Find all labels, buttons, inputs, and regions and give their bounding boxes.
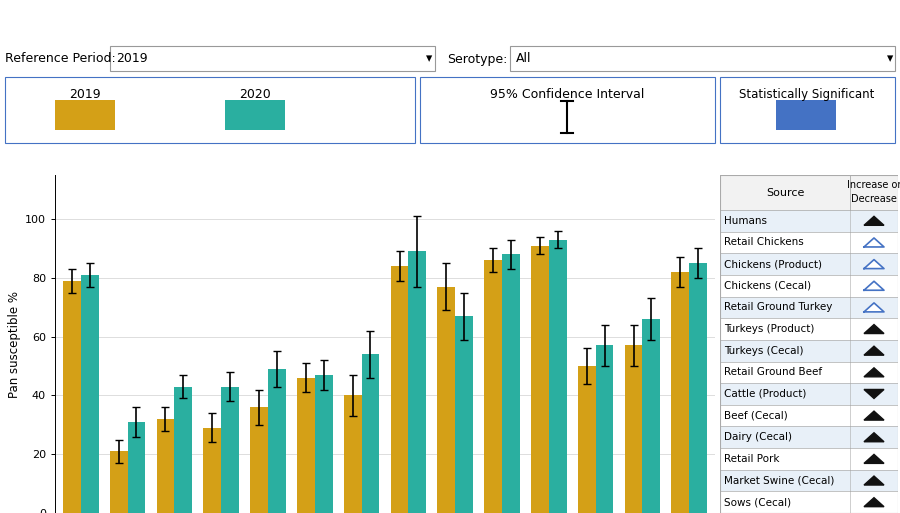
Polygon shape — [864, 411, 884, 420]
Bar — [110, 46, 435, 71]
Text: Retail Ground Turkey: Retail Ground Turkey — [724, 302, 832, 312]
Bar — [175, 387, 192, 513]
Bar — [531, 246, 549, 513]
Bar — [720, 77, 895, 143]
Polygon shape — [864, 325, 884, 333]
Bar — [720, 275, 898, 297]
Polygon shape — [864, 281, 884, 290]
Bar — [391, 266, 409, 513]
Text: Sows (Cecal): Sows (Cecal) — [724, 497, 791, 507]
Polygon shape — [864, 455, 884, 463]
Text: Retail Ground Beef: Retail Ground Beef — [724, 367, 822, 378]
Text: All: All — [516, 52, 532, 66]
Bar — [720, 253, 898, 275]
Text: Turkeys (Cecal): Turkeys (Cecal) — [724, 346, 804, 356]
Text: Humans: Humans — [724, 216, 767, 226]
Bar — [203, 428, 221, 513]
Bar — [225, 100, 285, 130]
Text: Serotype:: Serotype: — [447, 52, 508, 66]
Polygon shape — [864, 216, 884, 225]
Text: 2019: 2019 — [116, 52, 148, 66]
Bar — [549, 240, 567, 513]
Bar — [720, 383, 898, 405]
Polygon shape — [864, 368, 884, 377]
Bar — [362, 354, 380, 513]
Bar — [720, 340, 898, 362]
Bar — [297, 378, 315, 513]
Text: Increase or: Increase or — [847, 180, 900, 190]
Bar — [596, 345, 614, 513]
Bar — [720, 491, 898, 513]
Text: 2019: 2019 — [69, 88, 101, 101]
Text: Turkeys (Product): Turkeys (Product) — [724, 324, 814, 334]
Polygon shape — [864, 433, 884, 442]
Bar — [157, 419, 175, 513]
Bar — [437, 287, 455, 513]
Text: Chickens (Product): Chickens (Product) — [724, 259, 822, 269]
Polygon shape — [864, 476, 884, 485]
Bar — [689, 263, 707, 513]
Polygon shape — [864, 346, 884, 355]
Bar — [250, 407, 268, 513]
Bar — [221, 387, 239, 513]
Bar — [720, 426, 898, 448]
Bar — [720, 470, 898, 491]
Text: Retail Chickens: Retail Chickens — [724, 238, 804, 247]
Text: Dairy (Cecal): Dairy (Cecal) — [724, 432, 792, 442]
Polygon shape — [864, 498, 884, 507]
Text: Salmonella: Salmonella — [165, 11, 294, 31]
Bar — [643, 319, 661, 513]
Text: Statistically Significant: Statistically Significant — [739, 88, 875, 101]
Bar — [720, 232, 898, 253]
Text: 95% Confidence Interval: 95% Confidence Interval — [490, 88, 644, 101]
Text: Beef (Cecal): Beef (Cecal) — [724, 410, 788, 421]
Bar — [720, 362, 898, 383]
Text: Market Swine (Cecal): Market Swine (Cecal) — [724, 476, 834, 485]
Bar — [502, 254, 520, 513]
Bar — [720, 318, 898, 340]
Bar — [63, 281, 81, 513]
Bar — [110, 451, 128, 513]
Text: ▾: ▾ — [887, 52, 893, 66]
Bar — [81, 275, 98, 513]
Bar — [720, 448, 898, 470]
Bar — [315, 375, 333, 513]
Bar — [720, 405, 898, 426]
Bar — [344, 396, 362, 513]
Polygon shape — [864, 260, 884, 269]
Bar — [625, 345, 643, 513]
Bar — [720, 175, 898, 210]
Bar — [268, 369, 286, 513]
Polygon shape — [864, 303, 884, 312]
Bar — [455, 316, 473, 513]
Bar — [420, 77, 715, 143]
Bar — [776, 100, 836, 130]
Bar — [409, 251, 427, 513]
Text: Retail Pork: Retail Pork — [724, 454, 779, 464]
Text: Source: Source — [766, 187, 805, 198]
Text: 2020 Highlights-: 2020 Highlights- — [9, 11, 203, 31]
Text: Cattle (Product): Cattle (Product) — [724, 389, 806, 399]
Text: Chickens (Cecal): Chickens (Cecal) — [724, 281, 811, 291]
Bar — [510, 46, 895, 71]
Text: Decrease: Decrease — [851, 194, 897, 204]
Bar — [671, 272, 689, 513]
Polygon shape — [864, 389, 884, 399]
Polygon shape — [864, 238, 884, 247]
Bar — [578, 366, 596, 513]
Bar — [720, 297, 898, 318]
Text: ▾: ▾ — [426, 52, 432, 66]
Bar — [55, 100, 115, 130]
Text: Reference Period:: Reference Period: — [5, 52, 116, 66]
Bar — [484, 260, 502, 513]
Bar — [128, 422, 145, 513]
Text: 2020: 2020 — [239, 88, 271, 101]
Text: No Resistance Detected in 2020 vs. 2019: No Resistance Detected in 2020 vs. 2019 — [7, 152, 346, 168]
Y-axis label: Pan susceptible %: Pan susceptible % — [8, 290, 21, 398]
Bar — [720, 210, 898, 232]
Bar — [5, 77, 415, 143]
